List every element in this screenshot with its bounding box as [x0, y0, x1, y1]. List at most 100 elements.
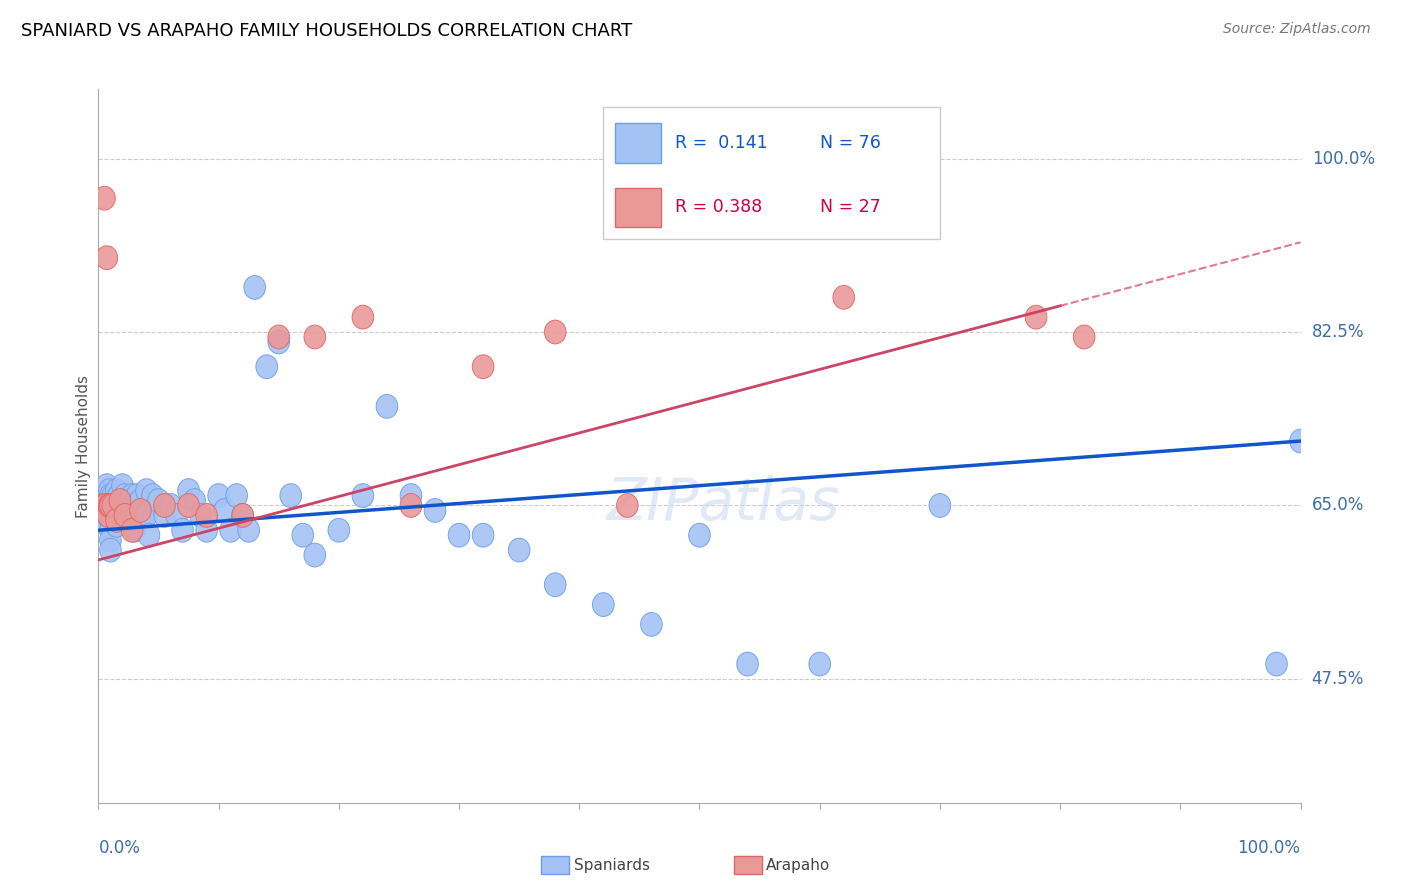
Ellipse shape: [1025, 305, 1047, 329]
Ellipse shape: [97, 493, 120, 517]
Ellipse shape: [100, 518, 121, 542]
Ellipse shape: [100, 538, 121, 562]
Ellipse shape: [214, 499, 235, 523]
Ellipse shape: [425, 499, 446, 523]
Ellipse shape: [269, 325, 290, 349]
Ellipse shape: [232, 503, 253, 527]
Ellipse shape: [142, 483, 163, 508]
Text: R =  0.141: R = 0.141: [675, 134, 768, 152]
Ellipse shape: [121, 518, 143, 542]
Text: 47.5%: 47.5%: [1312, 670, 1364, 688]
Ellipse shape: [219, 518, 242, 542]
Ellipse shape: [352, 305, 374, 329]
Ellipse shape: [184, 489, 205, 512]
Text: 100.0%: 100.0%: [1237, 838, 1301, 857]
Text: N = 27: N = 27: [820, 198, 880, 216]
Ellipse shape: [100, 483, 121, 508]
Ellipse shape: [153, 503, 176, 527]
Ellipse shape: [124, 518, 145, 542]
Ellipse shape: [929, 493, 950, 517]
Ellipse shape: [134, 503, 155, 527]
Ellipse shape: [377, 394, 398, 418]
Ellipse shape: [166, 503, 187, 527]
Text: Source: ZipAtlas.com: Source: ZipAtlas.com: [1223, 22, 1371, 37]
Ellipse shape: [243, 276, 266, 300]
Ellipse shape: [94, 483, 117, 508]
Ellipse shape: [121, 483, 143, 508]
Ellipse shape: [195, 503, 218, 527]
Ellipse shape: [136, 503, 157, 527]
Ellipse shape: [94, 503, 115, 527]
Ellipse shape: [617, 493, 638, 517]
Ellipse shape: [98, 499, 120, 523]
Ellipse shape: [127, 483, 148, 508]
Ellipse shape: [100, 508, 121, 533]
Ellipse shape: [118, 508, 139, 533]
Ellipse shape: [472, 524, 494, 547]
Ellipse shape: [105, 514, 128, 537]
Ellipse shape: [105, 508, 128, 533]
Ellipse shape: [472, 355, 494, 378]
Text: 82.5%: 82.5%: [1312, 323, 1364, 341]
Ellipse shape: [238, 518, 260, 542]
Ellipse shape: [808, 652, 831, 676]
Ellipse shape: [832, 285, 855, 310]
Ellipse shape: [96, 246, 118, 269]
Ellipse shape: [226, 483, 247, 508]
Ellipse shape: [114, 503, 136, 527]
Ellipse shape: [292, 524, 314, 547]
Ellipse shape: [111, 499, 134, 523]
Ellipse shape: [100, 493, 121, 517]
Ellipse shape: [103, 493, 124, 517]
Ellipse shape: [111, 474, 134, 498]
Ellipse shape: [153, 493, 176, 517]
Ellipse shape: [124, 503, 145, 527]
Ellipse shape: [509, 538, 530, 562]
Text: Arapaho: Arapaho: [766, 858, 831, 872]
Ellipse shape: [96, 474, 118, 498]
Bar: [616, 123, 661, 162]
Ellipse shape: [103, 489, 125, 512]
Ellipse shape: [689, 524, 710, 547]
Text: 65.0%: 65.0%: [1312, 497, 1364, 515]
Ellipse shape: [103, 483, 124, 508]
Ellipse shape: [1073, 325, 1095, 349]
Ellipse shape: [94, 508, 115, 533]
FancyBboxPatch shape: [603, 107, 939, 239]
Ellipse shape: [280, 483, 301, 508]
Ellipse shape: [97, 503, 120, 527]
Ellipse shape: [401, 493, 422, 517]
Ellipse shape: [232, 503, 253, 527]
Ellipse shape: [592, 592, 614, 616]
Ellipse shape: [737, 652, 758, 676]
Ellipse shape: [110, 489, 131, 512]
Text: 0.0%: 0.0%: [98, 838, 141, 857]
Ellipse shape: [93, 493, 114, 517]
Ellipse shape: [328, 518, 350, 542]
Ellipse shape: [352, 483, 374, 508]
Y-axis label: Family Households: Family Households: [76, 375, 91, 517]
Bar: [616, 187, 661, 227]
Ellipse shape: [190, 503, 211, 527]
Ellipse shape: [304, 325, 326, 349]
Ellipse shape: [94, 493, 115, 517]
Ellipse shape: [641, 613, 662, 636]
Ellipse shape: [105, 499, 128, 523]
Ellipse shape: [195, 518, 218, 542]
Ellipse shape: [544, 320, 567, 344]
Ellipse shape: [449, 524, 470, 547]
Ellipse shape: [269, 330, 290, 354]
Ellipse shape: [177, 479, 200, 502]
Ellipse shape: [105, 479, 128, 502]
Ellipse shape: [94, 493, 117, 517]
Ellipse shape: [98, 493, 120, 517]
Text: Spaniards: Spaniards: [574, 858, 650, 872]
Ellipse shape: [172, 518, 194, 542]
Ellipse shape: [256, 355, 277, 378]
Ellipse shape: [97, 514, 120, 537]
Ellipse shape: [118, 489, 139, 512]
Ellipse shape: [108, 483, 129, 508]
Ellipse shape: [129, 489, 152, 512]
Ellipse shape: [98, 479, 120, 502]
Ellipse shape: [100, 528, 121, 552]
